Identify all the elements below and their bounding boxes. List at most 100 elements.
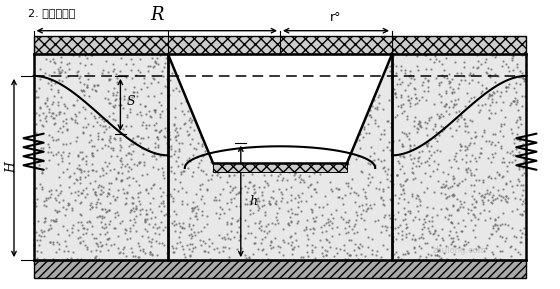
Point: [484, 93, 493, 98]
Point: [186, 253, 195, 257]
Point: [178, 226, 187, 231]
Point: [146, 249, 155, 254]
Point: [486, 93, 494, 98]
Point: [109, 111, 118, 115]
Point: [389, 61, 398, 66]
Point: [398, 164, 407, 168]
Point: [185, 132, 194, 137]
Point: [483, 258, 492, 262]
Point: [466, 73, 475, 77]
Point: [446, 220, 455, 224]
Point: [144, 235, 153, 240]
Point: [317, 229, 326, 234]
Point: [371, 118, 380, 123]
Point: [132, 163, 141, 167]
Point: [49, 56, 58, 61]
Point: [300, 228, 309, 232]
Point: [483, 66, 492, 71]
Point: [45, 194, 54, 199]
Point: [283, 199, 292, 204]
Point: [231, 168, 240, 173]
Point: [109, 194, 118, 198]
Point: [491, 216, 500, 221]
Point: [454, 207, 463, 211]
Point: [122, 195, 131, 200]
Point: [402, 226, 410, 230]
Point: [112, 176, 121, 181]
Point: [230, 234, 239, 239]
Point: [451, 257, 460, 262]
Point: [444, 79, 453, 84]
Point: [196, 158, 205, 163]
Point: [479, 200, 488, 204]
Point: [364, 172, 373, 177]
Point: [401, 88, 410, 92]
Point: [461, 242, 470, 247]
Point: [188, 174, 197, 179]
Point: [502, 150, 511, 154]
Point: [83, 219, 92, 224]
Point: [391, 91, 400, 95]
Point: [436, 242, 445, 247]
Point: [346, 186, 355, 190]
Point: [163, 129, 172, 133]
Point: [153, 135, 162, 139]
Point: [155, 112, 164, 116]
Point: [139, 151, 148, 156]
Point: [143, 190, 152, 195]
Point: [125, 107, 134, 112]
Point: [480, 59, 489, 64]
Point: [464, 99, 473, 103]
Point: [446, 79, 455, 84]
Point: [170, 128, 179, 133]
Point: [440, 185, 449, 190]
Point: [47, 102, 56, 107]
Point: [397, 237, 406, 242]
Point: [459, 242, 468, 247]
Point: [86, 219, 95, 224]
Point: [309, 230, 318, 235]
Point: [371, 162, 380, 167]
Point: [458, 247, 467, 251]
Point: [306, 226, 315, 231]
Point: [142, 172, 151, 177]
Point: [286, 198, 295, 202]
Point: [148, 64, 157, 69]
Point: [387, 198, 396, 203]
Point: [127, 167, 136, 172]
Point: [459, 205, 468, 210]
Point: [498, 160, 507, 165]
Point: [110, 225, 119, 230]
Point: [374, 124, 382, 128]
Point: [506, 127, 515, 131]
Point: [144, 109, 153, 113]
Point: [33, 256, 42, 260]
Point: [266, 243, 275, 247]
Point: [510, 247, 519, 252]
Point: [300, 180, 309, 185]
Point: [76, 88, 85, 92]
Point: [423, 144, 432, 148]
Point: [518, 193, 527, 198]
Point: [212, 197, 221, 202]
Point: [423, 159, 432, 164]
Point: [384, 119, 393, 124]
Point: [419, 80, 428, 84]
Point: [515, 115, 524, 120]
Point: [94, 197, 102, 202]
Point: [53, 88, 62, 92]
Point: [250, 190, 259, 194]
Point: [178, 141, 186, 146]
Point: [345, 224, 354, 229]
Point: [150, 123, 158, 127]
Point: [188, 242, 197, 247]
Point: [141, 188, 150, 192]
Point: [82, 247, 91, 251]
Point: [283, 209, 292, 214]
Point: [45, 59, 54, 63]
Point: [485, 116, 494, 120]
Point: [98, 213, 107, 218]
Point: [148, 182, 157, 187]
Point: [274, 187, 283, 192]
Point: [519, 75, 528, 80]
